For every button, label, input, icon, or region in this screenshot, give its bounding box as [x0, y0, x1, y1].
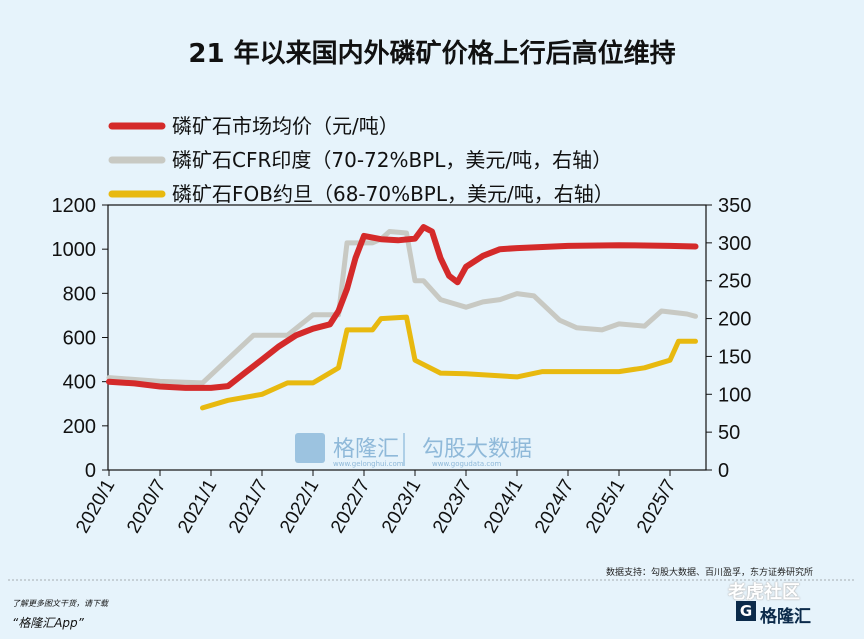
- x-tick-label: 2021/1: [174, 476, 221, 537]
- right-tick-label: 350: [718, 195, 751, 217]
- watermark-left: 格隆汇: [333, 437, 399, 462]
- x-tick-label: 2023/7: [429, 476, 476, 537]
- x-tick-label: 2024/1: [480, 476, 527, 537]
- left-tick-label: 1000: [52, 239, 97, 261]
- legend-label-1: 磷矿石CFR印度（70-72%BPL，美元/吨，右轴）: [172, 148, 612, 172]
- x-tick-label: 2023/1: [378, 476, 425, 537]
- x-tick-label: 2021/7: [225, 476, 272, 537]
- x-tick-label: 2025/1: [582, 476, 629, 537]
- left-tick-label: 600: [63, 328, 96, 350]
- source-text: 数据支持：勾股大数据、百川盈孚，东方证券研究所: [606, 566, 813, 578]
- left-tick-label: 0: [85, 460, 96, 482]
- footer-line1: 了解更多图文干货，请下载: [12, 599, 108, 608]
- left-tick-label: 800: [63, 283, 96, 305]
- watermark-right-sub: www.gogudata.com: [432, 460, 501, 468]
- x-tick-label: 2025/7: [633, 476, 680, 537]
- series-lines: [106, 224, 699, 411]
- legend-label-2: 磷矿石FOB约旦（68-70%BPL，美元/吨，右轴）: [172, 182, 614, 206]
- watermark-logo-icon: [295, 433, 325, 463]
- series-line-0: [106, 224, 699, 391]
- right-tick-label: 0: [718, 460, 729, 482]
- watermark-right: 勾股大数据: [422, 437, 532, 462]
- tiger-community-watermark: 老虎社区: [728, 582, 800, 603]
- right-tick-label: 200: [718, 309, 751, 331]
- legend: 磷矿石市场均价（元/吨） 磷矿石CFR印度（70-72%BPL，美元/吨，右轴） 磷…: [108, 114, 614, 206]
- left-tick-label: 400: [63, 372, 96, 394]
- legend-label-0: 磷矿石市场均价（元/吨）: [172, 114, 399, 138]
- x-tick-label: 2022/1: [276, 476, 323, 537]
- watermark: 格隆汇 www.gelonghui.com 勾股大数据 www.gogudata…: [295, 433, 532, 468]
- x-tick-label: 2020/7: [123, 476, 170, 537]
- x-tick-label: 2020/1: [72, 476, 119, 537]
- watermark-left-sub: www.gelonghui.com: [333, 460, 404, 468]
- left-tick-label: 200: [63, 416, 96, 438]
- right-tick-label: 150: [718, 346, 751, 368]
- chart-title: 21 年以来国内外磷矿价格上行后高位维持: [188, 38, 675, 69]
- x-tick-label: 2024/7: [531, 476, 578, 537]
- series-line-2: [200, 314, 698, 411]
- right-tick-label: 100: [718, 384, 751, 406]
- right-tick-label: 300: [718, 233, 751, 255]
- footer-line2: “格隆汇App”: [12, 616, 84, 630]
- brand-name: 格隆汇: [760, 607, 811, 627]
- brand-logo-icon: G: [736, 601, 756, 621]
- right-tick-label: 50: [718, 422, 740, 444]
- right-tick-label: 250: [718, 271, 751, 293]
- series-line-1: [106, 229, 698, 386]
- x-tick-label: 2022/7: [327, 476, 374, 537]
- left-tick-label: 1200: [52, 195, 97, 217]
